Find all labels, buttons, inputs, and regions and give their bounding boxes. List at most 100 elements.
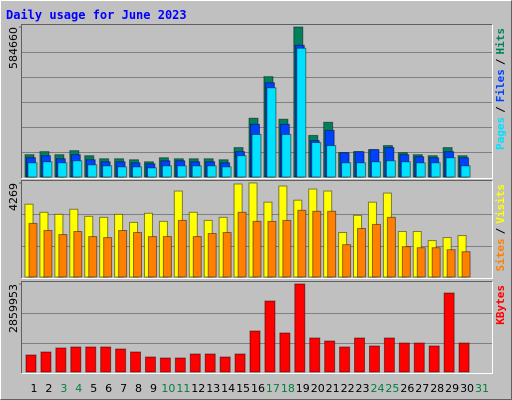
bar — [398, 342, 410, 373]
bar — [144, 356, 156, 373]
bar — [354, 337, 366, 373]
bar — [413, 342, 425, 373]
x-tick-label: 6 — [105, 382, 112, 395]
legend: Sites / Visits — [494, 184, 507, 272]
bar — [57, 162, 68, 178]
legend-separator: / — [494, 227, 507, 234]
legend: KBytes — [494, 285, 507, 325]
bar — [400, 161, 411, 178]
x-tick-label: 10 — [161, 382, 175, 395]
bar — [297, 209, 307, 278]
x-tick-label: 3 — [60, 382, 67, 395]
bar — [401, 246, 411, 278]
bar — [326, 145, 337, 178]
bar — [279, 332, 291, 373]
panel-edge-light — [21, 180, 493, 279]
legend-entry: Hits — [494, 28, 507, 55]
bar — [40, 351, 52, 373]
x-tick-label: 15 — [236, 382, 250, 395]
bar — [159, 357, 171, 373]
bar — [55, 347, 67, 373]
bar — [58, 234, 68, 278]
bar — [132, 166, 143, 178]
bar — [28, 222, 38, 278]
legend-entry: Files — [494, 69, 507, 102]
legend: Pages / Files / Hits — [494, 28, 507, 150]
x-tick-label: 31 — [475, 382, 489, 395]
legend-separator: / — [494, 58, 507, 65]
x-tick-label: 18 — [281, 382, 295, 395]
legend-entry: Sites — [494, 238, 507, 271]
bar — [342, 244, 352, 278]
x-tick-label: 4 — [75, 382, 82, 395]
panel-edge-light — [21, 281, 493, 374]
x-tick-label: 5 — [90, 382, 97, 395]
bar — [85, 346, 97, 373]
x-tick-label: 14 — [221, 382, 235, 395]
bar — [309, 337, 321, 373]
chart-title: Daily usage for June 2023 — [6, 8, 187, 22]
x-tick-label: 21 — [326, 382, 340, 395]
bar — [341, 162, 352, 178]
bar — [368, 345, 380, 373]
bar — [146, 167, 157, 178]
bar — [264, 300, 276, 373]
bar — [207, 233, 217, 278]
bar — [267, 220, 277, 278]
bar — [327, 210, 337, 278]
bar — [191, 165, 202, 178]
bar — [312, 210, 322, 278]
bar — [133, 232, 143, 278]
bar — [25, 354, 37, 373]
bar — [249, 330, 261, 373]
bar — [147, 236, 157, 278]
panel-edge-light — [21, 24, 493, 179]
panel-edge-dark — [21, 180, 493, 279]
x-tick-label: 19 — [296, 382, 310, 395]
bar — [371, 223, 381, 278]
bar — [266, 87, 277, 178]
bar — [458, 342, 470, 373]
bar — [431, 247, 441, 278]
bar — [177, 219, 187, 278]
bar — [204, 353, 216, 373]
bar — [192, 236, 202, 278]
x-tick-label: 30 — [460, 382, 474, 395]
bar — [70, 346, 82, 373]
x-tick-label: 24 — [370, 382, 384, 395]
bar — [416, 247, 426, 278]
bar — [161, 165, 172, 178]
bar — [252, 220, 262, 278]
bar — [206, 165, 217, 178]
x-tick-label: 8 — [135, 382, 142, 395]
bar — [443, 292, 455, 373]
bar — [428, 345, 440, 373]
legend-entry: KBytes — [494, 285, 507, 325]
bar — [446, 249, 456, 278]
bar — [356, 162, 367, 178]
bar — [174, 357, 186, 373]
x-tick-label: 28 — [430, 382, 444, 395]
x-tick-label: 13 — [206, 382, 220, 395]
panel-edge-dark — [21, 281, 493, 374]
x-tick-label: 17 — [266, 382, 280, 395]
bar — [234, 353, 246, 373]
bar — [102, 165, 113, 178]
x-tick-label: 27 — [415, 382, 429, 395]
bar — [73, 231, 83, 278]
y-tick-label: 2859953 — [7, 284, 20, 333]
bar — [282, 219, 292, 278]
bar — [311, 142, 322, 178]
x-tick-label: 1 — [31, 382, 38, 395]
bar — [87, 164, 98, 178]
bar — [72, 160, 83, 178]
bar — [386, 216, 396, 278]
x-tick-label: 2 — [45, 382, 52, 395]
bar — [296, 47, 307, 178]
x-tick-label: 22 — [341, 382, 355, 395]
bar — [189, 353, 201, 373]
bar — [383, 337, 395, 373]
x-tick-label: 16 — [251, 382, 265, 395]
